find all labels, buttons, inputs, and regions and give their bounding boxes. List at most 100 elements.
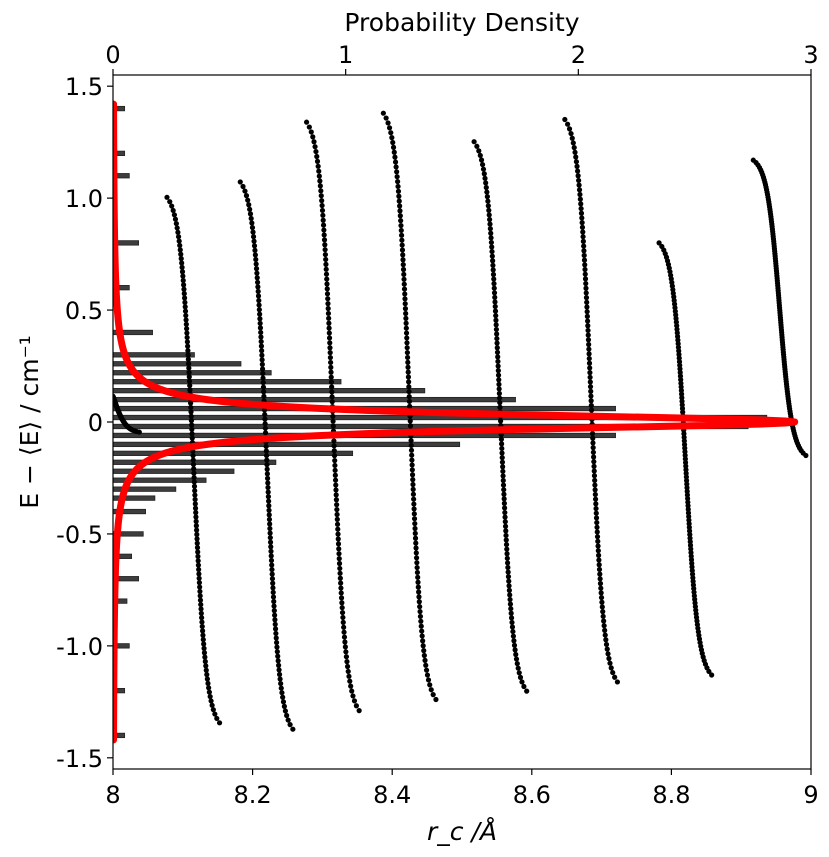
scatter-point — [193, 510, 199, 516]
scatter-point — [327, 345, 333, 351]
scatter-point — [568, 130, 574, 137]
scatter-point — [492, 294, 498, 300]
scatter-point — [334, 516, 340, 522]
histogram-bar — [113, 361, 242, 367]
scatter-point — [274, 649, 280, 655]
scatter-point — [590, 449, 596, 455]
scatter-point — [397, 203, 403, 209]
scatter-point — [265, 484, 271, 491]
y-axis: 1.5 1.0 0.5 0 -0.5 -1.0 -1.5 — [56, 73, 113, 773]
y-tick-label: 1.5 — [65, 73, 103, 101]
scatter-point — [585, 323, 591, 329]
scatter-point — [566, 126, 573, 132]
scatter-point — [189, 435, 195, 441]
scatter-point — [196, 575, 202, 581]
scatter-point — [183, 321, 189, 327]
histogram-bar — [113, 477, 207, 483]
scatter-point — [404, 349, 410, 356]
scatter-point — [259, 348, 265, 354]
top-tick-label: 2 — [571, 41, 586, 69]
scatter-curve — [562, 116, 621, 685]
scatter-point — [593, 501, 599, 507]
scatter-point — [269, 571, 275, 577]
x-tick-label: 8.4 — [373, 781, 411, 809]
scatter-point — [602, 632, 608, 638]
scatter-point — [177, 242, 183, 249]
scatter-point — [486, 212, 492, 218]
scatter-point — [511, 638, 517, 644]
scatter-point — [275, 653, 281, 659]
scatter-point — [341, 634, 348, 640]
scatter-point — [504, 546, 510, 552]
scatter-point — [308, 129, 314, 135]
scatter-point — [265, 489, 271, 495]
scatter-point — [324, 281, 330, 287]
fit-curve — [113, 100, 799, 744]
scatter-point — [202, 654, 208, 660]
scatter-point — [184, 334, 190, 341]
scatter-point — [584, 299, 590, 305]
scatter-point — [427, 682, 433, 688]
scatter-point — [332, 457, 338, 464]
scatter-point — [185, 343, 191, 349]
scatter-point — [328, 359, 334, 366]
scatter-point — [327, 354, 334, 361]
scatter-point — [504, 551, 510, 557]
scatter-point — [590, 454, 597, 460]
scatter-point — [390, 144, 397, 150]
scatter-point — [416, 594, 422, 600]
scatter-point — [504, 560, 511, 566]
scatter-point — [337, 575, 343, 581]
scatter-point — [403, 330, 410, 336]
scatter-point — [499, 459, 506, 465]
scatter-point — [603, 641, 610, 648]
scatter-point — [586, 346, 592, 352]
scatter-point — [478, 157, 485, 163]
scatter-point — [413, 555, 420, 561]
scatter-point — [484, 189, 490, 195]
scatter-point — [266, 498, 272, 504]
scatter-point — [383, 115, 389, 121]
scatter-point — [503, 532, 509, 539]
scatter-point — [351, 698, 358, 704]
scatter-point — [306, 124, 312, 130]
scatter-point — [496, 386, 502, 392]
scatter-point — [193, 523, 199, 529]
scatter-point — [419, 633, 425, 639]
scatter-point — [201, 650, 208, 656]
scatter-point — [201, 641, 207, 647]
top-tick-label: 1 — [338, 41, 353, 69]
scatter-point — [408, 442, 414, 449]
scatter-point — [268, 553, 274, 559]
scatter-point — [195, 558, 201, 564]
scatter-point — [404, 340, 410, 346]
scatter-point — [324, 286, 330, 292]
scatter-point — [186, 369, 192, 376]
scatter-point — [573, 154, 579, 160]
scatter-point — [322, 242, 328, 248]
scatter-point — [243, 193, 250, 199]
scatter-point — [659, 243, 665, 250]
scatter-point — [494, 335, 500, 342]
scatter-point — [200, 632, 206, 638]
scatter-point — [410, 486, 416, 492]
scatter-point — [258, 334, 264, 340]
scatter-point — [194, 545, 201, 551]
scatter-point — [332, 467, 338, 473]
scatter-point — [569, 135, 575, 141]
scatter-point — [380, 110, 386, 116]
scatter-point — [583, 290, 589, 296]
scatter-point — [409, 462, 415, 468]
scatter-point — [191, 479, 197, 485]
scatter-point — [590, 435, 596, 441]
scatter-point — [285, 717, 291, 723]
scatter-point — [188, 413, 194, 419]
scatter-point — [272, 617, 278, 623]
scatter-point — [185, 347, 191, 354]
scatter-point — [251, 238, 257, 244]
scatter-point — [422, 657, 428, 664]
scatter-point — [476, 148, 482, 154]
scatter-point — [401, 271, 407, 278]
scatter-point — [612, 674, 618, 680]
scatter-point — [326, 315, 332, 321]
